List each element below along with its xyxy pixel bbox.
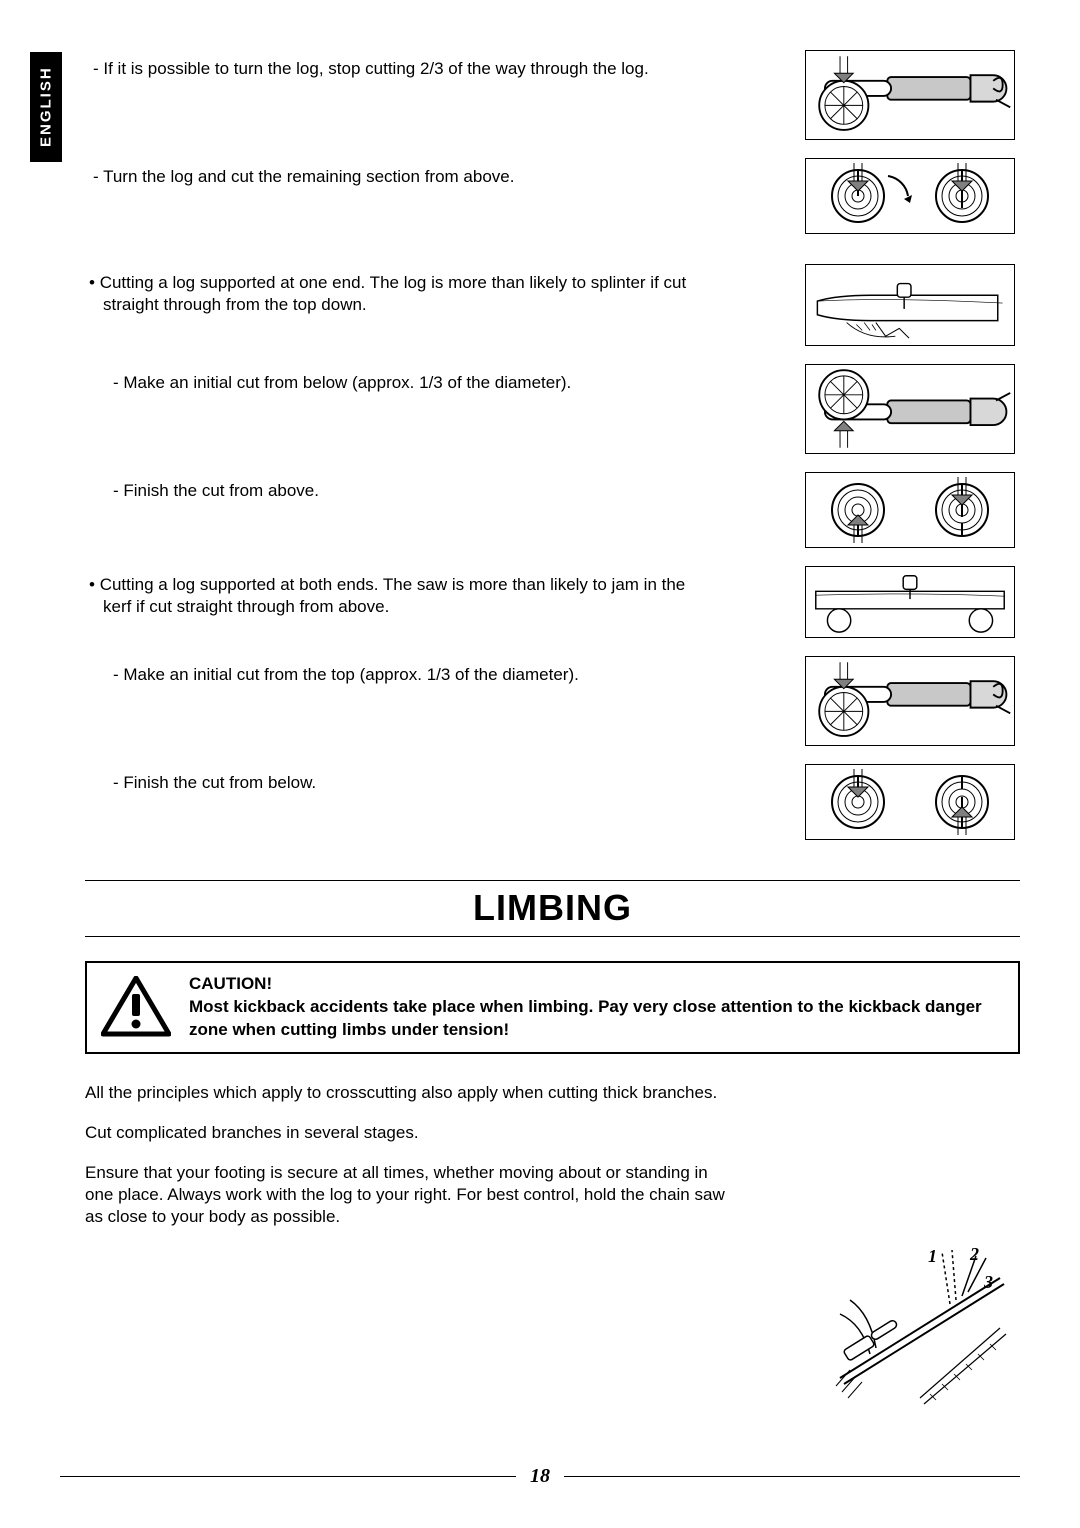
instruction-text: Make an initial cut from the top (approx…	[85, 664, 705, 686]
figure-finish-above	[805, 472, 1015, 548]
figure-limbing: 1 2 3	[830, 1238, 1020, 1408]
figure-chainsaw-top-cut-2	[805, 656, 1015, 746]
figure-finish-below	[805, 764, 1015, 840]
figure-chainsaw-undercut	[805, 364, 1015, 454]
page-number: 18	[530, 1465, 550, 1488]
instruction-text: Turn the log and cut the remaining secti…	[85, 166, 705, 188]
fig-label-3: 3	[983, 1272, 993, 1292]
page-footer: 18	[60, 1465, 1020, 1488]
instruction-text: Finish the cut from above.	[85, 480, 705, 502]
instruction-bullet: Cutting a log supported at both ends. Th…	[85, 574, 705, 618]
fig-label-2: 2	[969, 1244, 979, 1264]
figure-log-one-end	[805, 264, 1015, 346]
figure-chainsaw-top-cut	[805, 50, 1015, 140]
instruction-text: Make an initial cut from below (approx. …	[85, 372, 705, 394]
caution-body: Most kickback accidents take place when …	[189, 996, 1004, 1042]
content-area: If it is possible to turn the log, stop …	[85, 50, 1020, 1228]
footer-rule-right	[564, 1476, 1020, 1477]
paragraph: Ensure that your footing is secure at al…	[85, 1162, 725, 1228]
figure-turn-log	[805, 158, 1015, 234]
section-heading: LIMBING	[85, 880, 1020, 937]
instruction-text: Finish the cut from below.	[85, 772, 705, 794]
instruction-text: If it is possible to turn the log, stop …	[85, 58, 705, 80]
paragraph: All the principles which apply to crossc…	[85, 1082, 725, 1104]
caution-box: CAUTION! Most kickback accidents take pl…	[85, 961, 1020, 1054]
caution-title: CAUTION!	[189, 973, 1004, 996]
instruction-bullet: Cutting a log supported at one end. The …	[85, 272, 705, 316]
paragraph: Cut complicated branches in several stag…	[85, 1122, 725, 1144]
warning-icon	[101, 976, 171, 1038]
figure-log-two-ends	[805, 566, 1015, 638]
language-tab: ENGLISH	[30, 52, 62, 162]
fig-label-1: 1	[928, 1246, 937, 1266]
footer-rule-left	[60, 1476, 516, 1477]
